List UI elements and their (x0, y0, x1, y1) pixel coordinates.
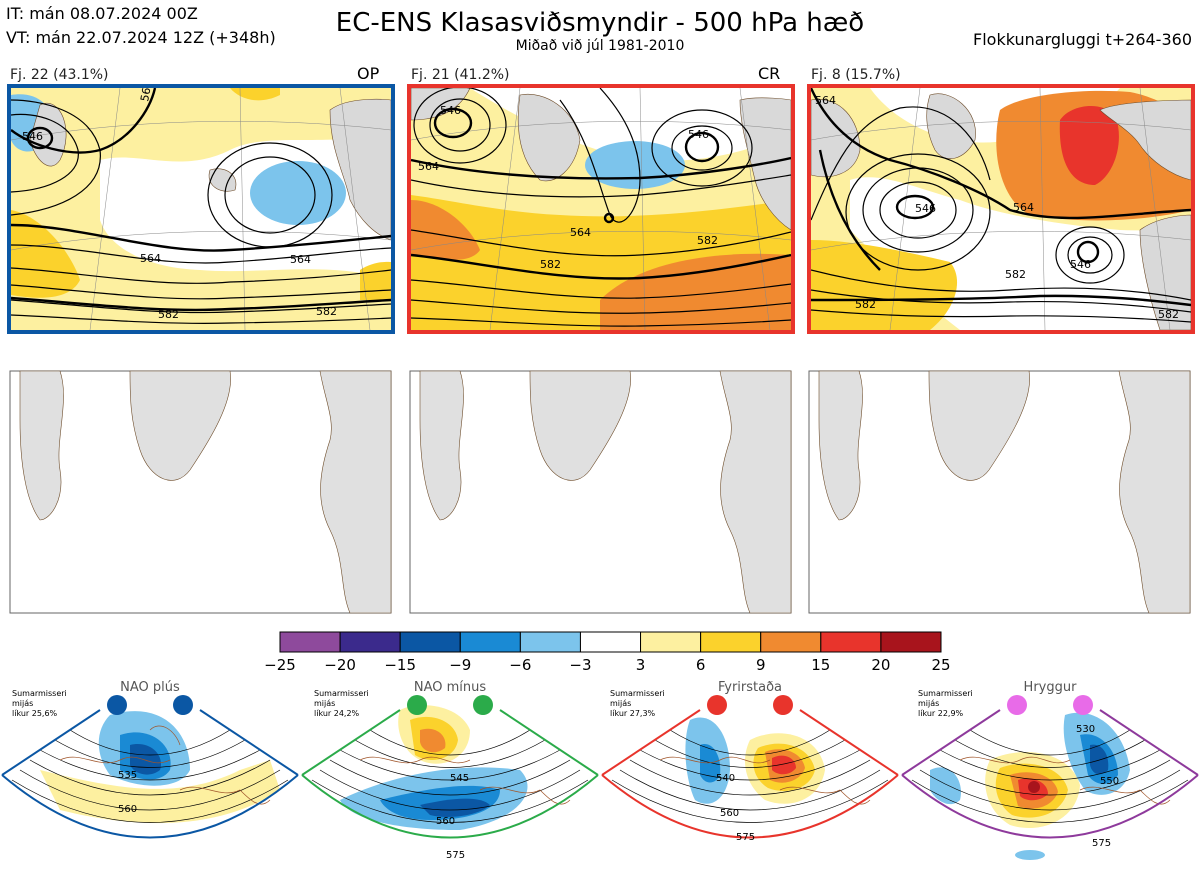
regime-3-fan (601, 695, 899, 839)
regime-1-title: NAO plús (120, 680, 180, 695)
regime-1-probability: líkur 25,6% (12, 709, 58, 718)
panel-3-contour-label: 564 (1013, 201, 1034, 214)
panel-2-contour-label: 546 (440, 104, 461, 117)
colorbar-tick-label: 3 (636, 656, 646, 674)
empty-map-1 (9, 370, 392, 614)
panel-1-contour-label: 582 (158, 308, 179, 321)
regime-3-note: mijás (610, 699, 631, 708)
regime-3-contour-label: 560 (720, 808, 739, 819)
panel-3-contour-label: 546 (1070, 258, 1091, 271)
regime-4-contour-label: 575 (1092, 838, 1111, 849)
panel-1-contour-label: 564 (140, 252, 161, 265)
colorbar-tick-label: −6 (509, 656, 531, 674)
empty-map-3 (808, 370, 1191, 614)
colorbar-swatch (880, 631, 942, 653)
chart-subtitle: Miðað við júl 1981-2010 (515, 38, 685, 54)
classification-window: Flokkunargluggi t+264-360 (973, 30, 1192, 49)
colorbar-swatch (459, 631, 521, 653)
regime-2-probability: líkur 24,2% (314, 709, 360, 718)
chart-title: EC-ENS Klasasviðsmyndir - 500 hPa hæð (335, 8, 865, 38)
regime-2-note: Sumarmisseri (314, 689, 369, 698)
panel-3-contour-label: 582 (1005, 268, 1026, 281)
colorbar-swatch (700, 631, 762, 653)
panel-2-contour-label: 546 (688, 128, 709, 141)
colorbar-tick-label: −9 (449, 656, 471, 674)
panel-2-contour-label: 582 (540, 258, 561, 271)
panel-1-contour-label: 564 (138, 80, 154, 103)
initial-time: IT: mán 08.07.2024 00Z (6, 4, 198, 23)
colorbar-tick-label: 25 (931, 656, 950, 674)
regime-3-contour-label: 575 (736, 832, 755, 843)
panel-3-contour-label: 546 (915, 202, 936, 215)
panel-2-label: Fj. 21 (41.2%) (411, 67, 510, 83)
colorbar-tick-label: 20 (871, 656, 890, 674)
regime-4-fan (901, 695, 1199, 860)
regime-3-title: Fyrirstaða (718, 680, 782, 695)
regime-3-note: Sumarmisseri (610, 689, 665, 698)
colorbar-swatch (640, 631, 702, 653)
colorbar-tick-label: 9 (756, 656, 766, 674)
colorbar-tick-label: 6 (696, 656, 706, 674)
panel-1-contour-label: 582 (316, 305, 337, 318)
colorbar-tick-label: −3 (569, 656, 591, 674)
regime-3-probability: líkur 27,3% (610, 709, 656, 718)
panel-2-frame (407, 84, 795, 334)
panel-3-contour-label: 582 (1158, 308, 1179, 321)
regime-4-note: mijás (918, 699, 939, 708)
regime-2-contour-label: 560 (436, 816, 455, 827)
colorbar-swatch (820, 631, 882, 653)
regime-4-contour-label: 530 (1076, 724, 1095, 735)
panel-3-contour-label: 564 (815, 94, 836, 107)
colorbar-swatch (279, 631, 341, 653)
regime-1-contour-label: 535 (118, 770, 137, 781)
colorbar-swatch (760, 631, 822, 653)
colorbar-swatch (579, 631, 642, 653)
panel-2-contour-label: 582 (697, 234, 718, 247)
panel-1-tag: OP (357, 64, 380, 83)
panel-1-map: 564 582 546 564 582 564 (11, 80, 391, 330)
panel-1-contour-label: 564 (290, 253, 311, 266)
regime-4-note: Sumarmisseri (918, 689, 973, 698)
regime-2-title: NAO mínus (414, 680, 487, 695)
regime-2-contour-label: 545 (450, 773, 469, 784)
panel-2-contour-label: 564 (570, 226, 591, 239)
colorbar-swatch (339, 631, 401, 653)
panel-2-map: 546 546 564 564 582 582 (411, 88, 791, 330)
colorbar-tick-label: −20 (324, 656, 356, 674)
colorbar-swatch (519, 631, 581, 653)
regime-1-fan (1, 695, 299, 839)
colorbar: −25 −20 −15 −9 −6 −3 3 6 9 15 20 25 (264, 631, 951, 674)
panel-3-label: Fj. 8 (15.7%) (811, 67, 901, 83)
colorbar-tick-label: 15 (811, 656, 830, 674)
regime-2-note: mijás (314, 699, 335, 708)
regime-1-note: Sumarmisseri (12, 689, 67, 698)
regime-4-contour-label: 550 (1100, 776, 1119, 787)
regime-2-fan (301, 695, 599, 839)
panel-1-label: Fj. 22 (43.1%) (10, 67, 109, 83)
empty-map-2 (409, 370, 792, 614)
panel-2-contour-label: 564 (418, 160, 439, 173)
panel-3-contour-label: 582 (855, 298, 876, 311)
colorbar-swatch (399, 631, 461, 653)
regime-2-contour-label: 575 (446, 850, 465, 861)
colorbar-tick-label: −25 (264, 656, 296, 674)
panel-3-map: 564 546 564 546 582 582 582 (811, 88, 1191, 330)
panel-3-frame (807, 84, 1195, 334)
regime-4-title: Hryggur (1024, 680, 1078, 695)
regime-3-contour-label: 540 (716, 773, 735, 784)
regime-1-note: mijás (12, 699, 33, 708)
valid-time: VT: mán 22.07.2024 12Z (+348h) (6, 28, 276, 47)
panel-1-frame (7, 84, 395, 334)
regime-4-probability: líkur 22,9% (918, 709, 964, 718)
panel-2-tag: CR (758, 64, 781, 83)
regime-1-contour-label: 560 (118, 804, 137, 815)
panel-1-contour-label: 546 (22, 130, 43, 143)
colorbar-tick-label: −15 (384, 656, 416, 674)
